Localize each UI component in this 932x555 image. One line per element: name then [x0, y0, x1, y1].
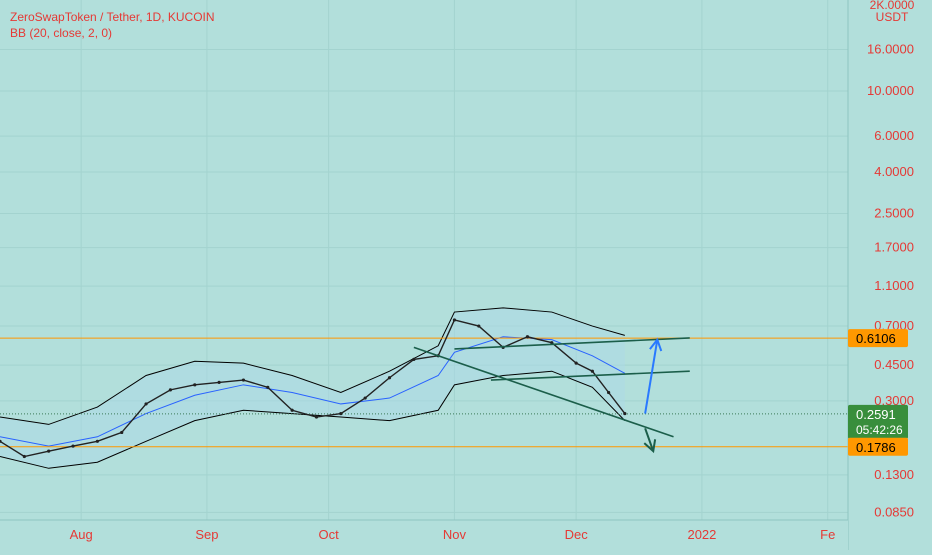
- support-badge: 0.1786: [856, 440, 896, 455]
- time-axis[interactable]: Aug Sep Oct Nov Dec 2022 Fe: [0, 519, 848, 550]
- price-point: [168, 388, 173, 392]
- price-tick-label[interactable]: 1.1000: [874, 278, 914, 293]
- price-point: [193, 383, 197, 387]
- price-tick-label[interactable]: 6.0000: [874, 128, 914, 143]
- band-lower-line: [0, 370, 626, 469]
- price-axis-top-label[interactable]: 2K.0000: [870, 0, 915, 12]
- grid-lines: [0, 0, 848, 520]
- price-axis-background: [848, 0, 932, 550]
- price-tick-label[interactable]: 1.7000: [874, 240, 914, 255]
- price-point: [144, 402, 148, 406]
- time-tick-label[interactable]: Fe: [820, 527, 835, 542]
- resistance-badge-background: [848, 329, 908, 348]
- price-point: [314, 415, 319, 419]
- time-tick-label[interactable]: Aug: [70, 527, 93, 542]
- support-badge-background: [848, 437, 908, 456]
- price-point: [607, 390, 611, 395]
- price-point: [623, 411, 627, 416]
- arrow-shaft[interactable]: [644, 428, 655, 452]
- price-point: [412, 357, 416, 361]
- price-point: [290, 408, 294, 412]
- price-point: [363, 396, 367, 400]
- price-tick-label[interactable]: 2.5000: [874, 206, 914, 221]
- price-point: [387, 376, 392, 380]
- price-tick-label[interactable]: 0.3000: [874, 393, 914, 408]
- price-point: [95, 439, 99, 443]
- trend-drawings[interactable]: [413, 337, 690, 454]
- price-point: [266, 385, 270, 389]
- symbol-title[interactable]: ZeroSwapToken / Tether, 1D, KUCOIN: [10, 10, 215, 24]
- price-point: [525, 335, 530, 339]
- price-tick-label[interactable]: 0.4500: [874, 357, 914, 372]
- time-tick-label[interactable]: Sep: [195, 527, 218, 542]
- chart-legend: ZeroSwapToken / Tether, 1D, KUCOIN BB (2…: [10, 9, 215, 41]
- trend-line[interactable]: [454, 337, 690, 350]
- price-point: [452, 318, 457, 322]
- price-tick-label[interactable]: 0.1300: [874, 467, 914, 482]
- price-point: [120, 430, 124, 435]
- horizontal-levels: [0, 337, 848, 448]
- trend-line[interactable]: [490, 370, 690, 381]
- price-line: [0, 319, 626, 458]
- band-upper-line: [0, 307, 625, 425]
- price-tick-label[interactable]: 0.0850: [874, 504, 914, 519]
- time-tick-label[interactable]: 2022: [687, 527, 716, 542]
- arrow-head[interactable]: [643, 439, 657, 454]
- price-point: [574, 361, 578, 365]
- resistance-badge: 0.6106: [856, 331, 896, 346]
- countdown-badge: 05:42:26: [856, 423, 903, 437]
- time-axis-background: [0, 520, 848, 550]
- indicator-title[interactable]: BB (20, close, 2, 0): [10, 26, 113, 40]
- price-point: [339, 411, 343, 416]
- price-point: [590, 369, 594, 373]
- price-point: [22, 454, 26, 459]
- price-tick-label[interactable]: 4.0000: [874, 164, 914, 179]
- price-tick-label[interactable]: 10.0000: [867, 83, 914, 98]
- price-point: [47, 449, 51, 453]
- price-point: [550, 341, 554, 345]
- current-price-badge-background: [848, 404, 908, 439]
- arrow-shaft[interactable]: [644, 339, 659, 414]
- price-point: [477, 324, 481, 328]
- time-tick-label[interactable]: Oct: [319, 527, 340, 542]
- price-point: [0, 439, 2, 443]
- arrow-head[interactable]: [649, 337, 663, 352]
- trend-line[interactable]: [413, 346, 674, 438]
- current-price-badge: 0.2591: [856, 407, 896, 422]
- price-axis-currency[interactable]: USDT: [876, 10, 909, 24]
- price-series: [0, 318, 627, 459]
- time-tick-label[interactable]: Nov: [443, 527, 467, 542]
- time-tick-label[interactable]: Dec: [565, 527, 589, 542]
- price-point: [217, 380, 221, 385]
- price-point: [71, 444, 75, 448]
- price-tick-label[interactable]: 16.0000: [867, 41, 914, 56]
- price-point: [241, 378, 246, 382]
